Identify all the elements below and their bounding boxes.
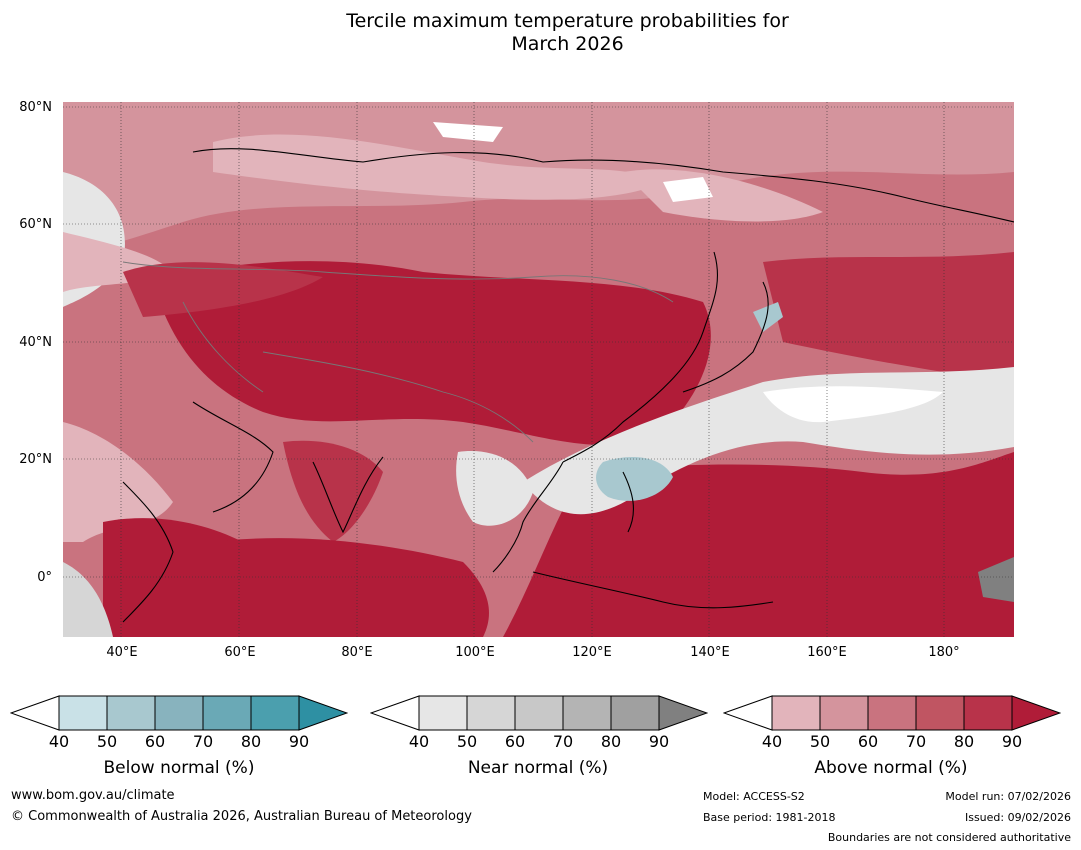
colorbar-above-segment-3 [915, 695, 965, 731]
region-below-normal-japan [753, 302, 783, 332]
tick-above-80: 80 [953, 732, 975, 751]
colorbar-above-segment-2 [867, 695, 917, 731]
title-line-1: Tercile maximum temperature probabilitie… [346, 10, 789, 32]
colorbar-near-segment-4 [610, 695, 660, 731]
colorbar-near-upper-extend [658, 695, 708, 731]
country-borders [122, 261, 674, 443]
tick-near-50: 50 [456, 732, 478, 751]
footer-disclaimer: Boundaries are not considered authoritat… [827, 831, 1071, 844]
lat-label-60n: 60°N [19, 217, 52, 232]
region-equatorial-dark [978, 557, 1014, 602]
lon-label-40e: 40°E [106, 645, 138, 660]
colorbar-near-lower-extend [370, 695, 420, 731]
footer-url[interactable]: www.bom.gov.au/climate [11, 788, 175, 803]
colorbar-below-segment-0 [58, 695, 108, 731]
colorbar-near-segment-2 [514, 695, 564, 731]
region-indochina-light [456, 451, 533, 526]
colorbar-above-lower-extend [723, 695, 773, 731]
colorbar-below-segment-1 [106, 695, 156, 731]
lon-label-80e: 80°E [341, 645, 373, 660]
region-near-normal-white [763, 386, 943, 423]
lat-label-40n: 40°N [19, 335, 52, 350]
tick-below-90: 90 [288, 732, 310, 751]
region-central-asia-80 [123, 262, 323, 317]
colorbar-above-segment-0 [771, 695, 821, 731]
tick-below-40: 40 [48, 732, 70, 751]
colorbar-below-segment-2 [154, 695, 204, 731]
colorbar-title-below: Below normal (%) [103, 758, 255, 778]
colorbar-below-lower-extend [10, 695, 60, 731]
region-near-normal-siberia [663, 177, 713, 202]
tick-above-50: 50 [809, 732, 831, 751]
coastlines [122, 148, 1014, 623]
colorbar-above-segment-1 [819, 695, 869, 731]
colorbar-title-above: Above normal (%) [814, 758, 968, 778]
region-india [283, 440, 383, 542]
region-siberia-light [213, 134, 663, 200]
lon-label-100e: 100°E [455, 645, 495, 660]
tick-near-80: 80 [600, 732, 622, 751]
tick-near-70: 70 [552, 732, 574, 751]
region-central-asia-strong [153, 261, 711, 445]
footer-base-period: Base period: 1981-2018 [703, 811, 836, 824]
colorbar-near-segment-3 [562, 695, 612, 731]
lon-label-140e: 140°E [690, 645, 730, 660]
colorbar-near-segment-1 [466, 695, 516, 731]
colorbar-near-segment-0 [418, 695, 468, 731]
region-indian-ocean [213, 538, 489, 637]
lon-label-120e: 120°E [572, 645, 612, 660]
tick-below-60: 60 [144, 732, 166, 751]
tick-below-80: 80 [240, 732, 262, 751]
region-arabia-light [63, 422, 173, 542]
probability-map [63, 102, 1014, 637]
tick-above-90: 90 [1001, 732, 1023, 751]
chart-title: Tercile maximum temperature probabilitie… [0, 10, 1081, 56]
tick-above-40: 40 [761, 732, 783, 751]
lat-label-0: 0° [37, 570, 52, 585]
tick-above-60: 60 [857, 732, 879, 751]
colorbar-below-upper-extend [298, 695, 348, 731]
tick-near-60: 60 [504, 732, 526, 751]
region-pacific-north [763, 252, 1014, 382]
footer-copyright: © Commonwealth of Australia 2026, Austra… [11, 809, 472, 824]
lat-label-20n: 20°N [19, 452, 52, 467]
footer-model: Model: ACCESS-S2 [703, 790, 805, 803]
colorbar-above-segment-4 [963, 695, 1013, 731]
footer-issued: Issued: 09/02/2026 [964, 811, 1071, 824]
colorbar-below-segment-3 [202, 695, 252, 731]
tick-near-90: 90 [648, 732, 670, 751]
title-line-2: March 2026 [511, 33, 624, 55]
footer-model-run: Model run: 07/02/2026 [945, 790, 1071, 803]
lon-label-60e: 60°E [224, 645, 256, 660]
tick-below-70: 70 [192, 732, 214, 751]
colorbar-below-normal [10, 695, 348, 731]
lon-label-160e: 160°E [807, 645, 847, 660]
region-below-normal-philippines [596, 457, 673, 501]
colorbar-below-segment-4 [250, 695, 300, 731]
tick-near-40: 40 [408, 732, 430, 751]
region-near-normal-north [433, 122, 503, 142]
colorbar-above-normal [723, 695, 1061, 731]
lon-label-180: 180° [928, 645, 960, 660]
colorbar-above-upper-extend [1011, 695, 1061, 731]
tick-below-50: 50 [96, 732, 118, 751]
colorbar-near-normal [370, 695, 708, 731]
lat-label-80n: 80°N [19, 100, 52, 115]
region-africa-near [63, 562, 113, 637]
tick-above-70: 70 [905, 732, 927, 751]
graticule [63, 102, 1014, 637]
colorbar-title-near: Near normal (%) [467, 758, 609, 778]
